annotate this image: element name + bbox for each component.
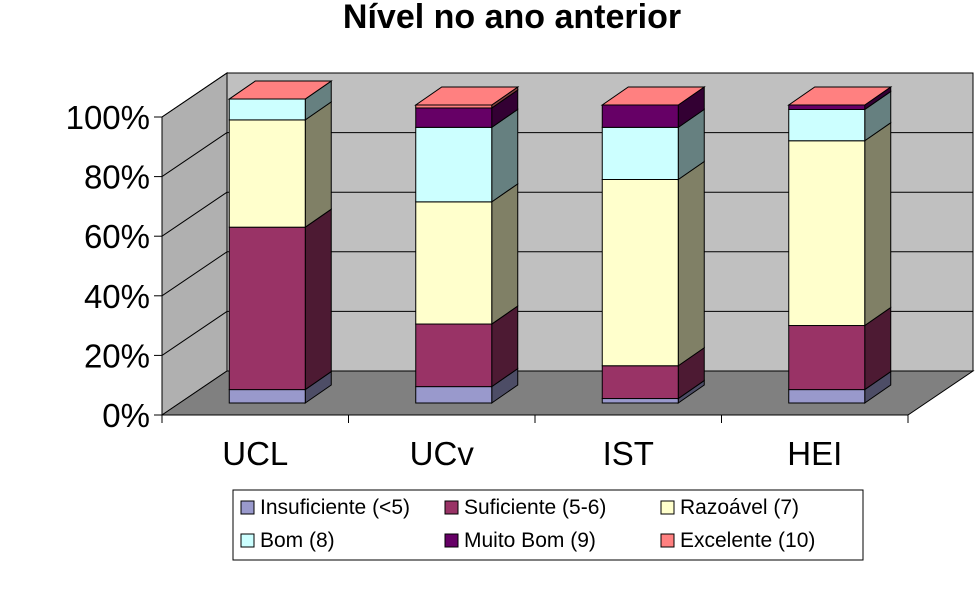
legend-swatch — [444, 500, 459, 515]
bar-segment — [228, 100, 332, 229]
bar — [601, 179, 679, 367]
bar-segment — [601, 346, 705, 400]
bar-top — [787, 86, 893, 106]
legend-box — [232, 489, 864, 561]
legend-swatch — [660, 533, 675, 548]
x-tick-label: UCL — [222, 435, 288, 472]
side-wall — [161, 72, 228, 416]
x-tick-label: UCv — [410, 435, 475, 472]
bar-top — [600, 86, 706, 106]
axis-layer: 0% 20% 40% 60% 80% 100% UCL UCv IST HEI — [66, 99, 909, 472]
y-tick-label: 60% — [84, 218, 150, 255]
bar — [601, 398, 679, 404]
bar-segment — [788, 121, 892, 327]
bar-segment — [787, 86, 893, 111]
bar — [415, 107, 493, 128]
bar-stack-hei — [787, 86, 893, 404]
legend-item: Muito Bom (9) — [444, 529, 596, 552]
bar-segment — [228, 370, 332, 404]
legend-label: Razoável (7) — [680, 496, 799, 519]
legend-item: Insuficiente (<5) — [240, 496, 410, 519]
bar-stack-ucl — [227, 80, 333, 404]
gridline-side — [161, 191, 228, 237]
y-tick-label: 0% — [102, 397, 150, 434]
legend-item: Excelente (10) — [660, 529, 815, 552]
bar-segment — [414, 86, 520, 109]
bar-segment — [788, 370, 892, 404]
bar-side — [304, 100, 332, 229]
legend-swatch — [660, 500, 675, 515]
bar-side — [491, 182, 519, 325]
bar-side — [864, 121, 892, 327]
legend: Insuficiente (<5) Suficiente (5-6) Razoáve… — [232, 489, 864, 561]
bar-segment — [600, 86, 706, 129]
bar-segment — [415, 182, 519, 325]
legend-label: Muito Bom (9) — [464, 529, 596, 552]
bar-stack-ucv — [414, 86, 520, 404]
bar — [415, 201, 493, 325]
legend-item: Razoável (7) — [660, 496, 799, 519]
x-tick-label: HEI — [787, 435, 842, 472]
y-tick-label: 40% — [84, 278, 150, 315]
bar — [228, 226, 306, 391]
x-tick-label: IST — [603, 435, 654, 472]
bar — [788, 389, 866, 404]
bar — [788, 140, 866, 327]
bar — [415, 126, 493, 203]
legend-swatch — [444, 533, 459, 548]
legend-item: Bom (8) — [240, 529, 335, 552]
bar-segment — [788, 306, 892, 391]
bar-segment — [788, 90, 892, 142]
bar-top — [414, 86, 520, 106]
chart-title: Nível no ano anterior — [343, 0, 681, 36]
bar-top — [227, 80, 333, 100]
legend-item: Suficiente (5-6) — [444, 496, 606, 519]
bar — [228, 98, 306, 121]
gridline-side — [161, 251, 228, 297]
gridline-side — [161, 310, 228, 356]
gridline-side — [161, 72, 228, 118]
bar-segment — [415, 108, 519, 203]
bar-side — [304, 208, 332, 391]
bar — [228, 119, 306, 228]
bar — [601, 126, 679, 180]
legend-label: Insuficiente (<5) — [260, 496, 410, 519]
y-tick-label: 80% — [84, 159, 150, 196]
bar-segment — [228, 208, 332, 391]
bar — [788, 104, 866, 110]
y-tick-label: 20% — [84, 337, 150, 374]
y-tick-label: 100% — [66, 99, 150, 136]
legend-label: Bom (8) — [260, 529, 335, 552]
bar — [601, 365, 679, 400]
legend-swatch — [240, 500, 255, 515]
bar-segment — [415, 89, 519, 129]
bar — [788, 325, 866, 391]
bar — [415, 386, 493, 404]
legend-swatch — [240, 533, 255, 548]
bar-segment — [601, 160, 705, 367]
bar-side — [677, 160, 705, 367]
plot-area — [160, 72, 975, 416]
legend-label: Suficiente (5-6) — [464, 496, 606, 519]
gridline-side — [161, 132, 228, 178]
bar-stack-ist — [600, 86, 706, 404]
bar — [228, 389, 306, 404]
bars-layer — [227, 80, 893, 404]
bar-segment — [227, 80, 333, 121]
bar — [788, 108, 866, 142]
legend-label: Excelente (10) — [680, 529, 815, 552]
bar — [601, 104, 679, 128]
bar — [415, 323, 493, 388]
